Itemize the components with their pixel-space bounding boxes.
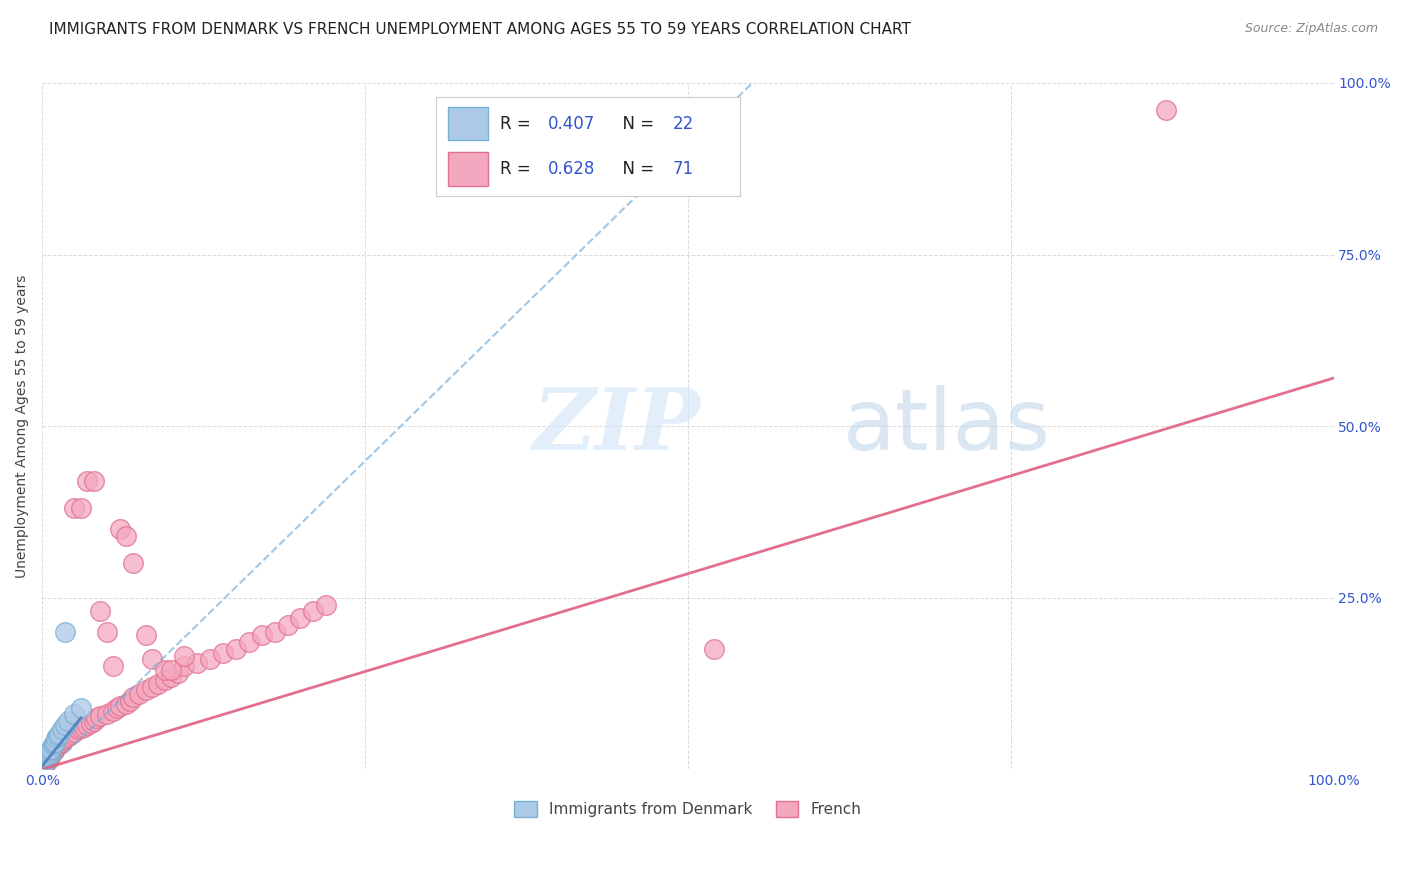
Point <box>46 730 69 744</box>
Point <box>166 666 188 681</box>
Point <box>39 741 62 756</box>
Point <box>89 708 111 723</box>
Point <box>115 529 138 543</box>
Point <box>703 642 725 657</box>
Point <box>44 740 66 755</box>
Point <box>51 723 73 737</box>
Point <box>225 642 247 657</box>
Point <box>315 598 337 612</box>
Point <box>148 676 170 690</box>
Point <box>48 726 70 740</box>
Point <box>52 733 75 747</box>
Point <box>46 739 69 753</box>
Point <box>34 756 56 771</box>
Text: Source: ZipAtlas.com: Source: ZipAtlas.com <box>1244 22 1378 36</box>
Point <box>72 720 94 734</box>
Legend: Immigrants from Denmark, French: Immigrants from Denmark, French <box>508 795 868 823</box>
Point <box>59 726 82 740</box>
Text: atlas: atlas <box>842 384 1050 467</box>
Y-axis label: Unemployment Among Ages 55 to 59 years: Unemployment Among Ages 55 to 59 years <box>15 275 30 578</box>
Point <box>34 756 56 770</box>
Point <box>55 717 77 731</box>
Point <box>1154 103 1177 118</box>
Point <box>38 747 60 762</box>
Point <box>44 741 66 756</box>
Point <box>37 748 59 763</box>
Point <box>48 736 70 750</box>
Point <box>32 759 55 773</box>
Point <box>76 474 98 488</box>
Point <box>39 743 62 757</box>
Point <box>39 748 62 763</box>
Point <box>86 711 108 725</box>
Point <box>103 659 125 673</box>
Point <box>56 730 79 744</box>
Point <box>263 625 285 640</box>
Point <box>153 663 176 677</box>
Point <box>55 731 77 746</box>
Point <box>121 557 143 571</box>
Point <box>108 699 131 714</box>
Point <box>83 474 105 488</box>
Point <box>238 635 260 649</box>
Point <box>83 714 105 729</box>
Point <box>42 743 65 757</box>
Text: ZIP: ZIP <box>533 384 700 468</box>
Point <box>141 680 163 694</box>
Point <box>35 752 58 766</box>
Point <box>63 707 86 722</box>
Point <box>96 625 118 640</box>
Point <box>277 618 299 632</box>
Point <box>153 673 176 687</box>
Point <box>250 628 273 642</box>
Point <box>118 694 141 708</box>
Point <box>115 697 138 711</box>
Point <box>290 611 312 625</box>
Point <box>41 739 63 753</box>
Point <box>38 750 60 764</box>
Point <box>38 745 60 759</box>
Point <box>134 683 156 698</box>
Point <box>128 687 150 701</box>
Text: IMMIGRANTS FROM DENMARK VS FRENCH UNEMPLOYMENT AMONG AGES 55 TO 59 YEARS CORRELA: IMMIGRANTS FROM DENMARK VS FRENCH UNEMPL… <box>49 22 911 37</box>
Point <box>41 745 63 759</box>
Point <box>37 750 59 764</box>
Point <box>103 704 125 718</box>
Point <box>160 663 183 677</box>
Point <box>70 501 93 516</box>
Point <box>76 717 98 731</box>
Point <box>35 754 58 768</box>
Point <box>160 670 183 684</box>
Point <box>186 656 208 670</box>
Point <box>302 604 325 618</box>
Point <box>105 700 128 714</box>
Point <box>173 659 195 673</box>
Point <box>38 752 60 766</box>
Point <box>80 715 103 730</box>
Point <box>96 707 118 722</box>
Point <box>67 723 90 737</box>
Point <box>56 714 79 729</box>
Point <box>198 652 221 666</box>
Point <box>108 522 131 536</box>
Point <box>55 625 77 640</box>
Point <box>141 652 163 666</box>
Point <box>32 756 55 771</box>
Point <box>37 754 59 768</box>
Point <box>51 735 73 749</box>
Point <box>63 724 86 739</box>
Point <box>70 721 93 735</box>
Point <box>212 646 235 660</box>
Point <box>70 700 93 714</box>
Point <box>45 731 67 746</box>
Point <box>134 628 156 642</box>
Point <box>63 501 86 516</box>
Point <box>35 756 58 770</box>
Point <box>89 604 111 618</box>
Point <box>39 747 62 762</box>
Point <box>44 735 66 749</box>
Point <box>42 736 65 750</box>
Point <box>121 690 143 705</box>
Point <box>173 648 195 663</box>
